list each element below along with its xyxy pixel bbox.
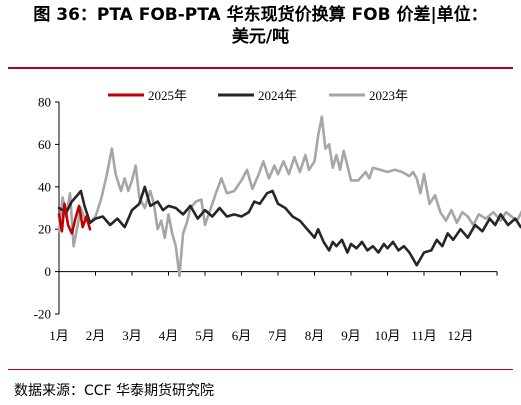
y-tick-label: 40 bbox=[38, 179, 51, 194]
legend-label-2: 2023年 bbox=[369, 88, 408, 103]
chart-title-line-2: 美元/吨 bbox=[231, 27, 290, 47]
y-tick-label: 80 bbox=[38, 95, 51, 110]
legend-label-1: 2024年 bbox=[258, 88, 297, 103]
x-tick-label: 3月 bbox=[122, 328, 142, 343]
footer-divider bbox=[8, 369, 513, 370]
legend-label-0: 2025年 bbox=[148, 88, 187, 103]
x-tick-label: 5月 bbox=[195, 328, 215, 343]
y-tick-label: -20 bbox=[34, 307, 51, 322]
chart-title: 图 36：PTA FOB-PTA 华东现货价换算 FOB 价差|单位： 美元/吨 bbox=[0, 4, 521, 48]
chart-series bbox=[57, 115, 521, 278]
x-tick-label: 1月 bbox=[49, 328, 69, 343]
chart-title-line-1: 图 36：PTA FOB-PTA 华东现货价换算 FOB 价差|单位： bbox=[33, 5, 488, 25]
series-line-0 bbox=[57, 202, 92, 235]
x-tick-label: 11月 bbox=[411, 328, 437, 343]
x-tick-label: 2月 bbox=[86, 328, 106, 343]
series-line-2 bbox=[57, 115, 521, 278]
x-tick-label: 7月 bbox=[268, 328, 288, 343]
x-tick-label: 10月 bbox=[374, 328, 400, 343]
x-tick-label: 6月 bbox=[232, 328, 252, 343]
x-tick-label: 9月 bbox=[341, 328, 361, 343]
y-tick-label: 60 bbox=[38, 137, 51, 152]
x-tick-label: 12月 bbox=[447, 328, 473, 343]
title-divider bbox=[8, 67, 513, 69]
x-tick-label: 4月 bbox=[159, 328, 179, 343]
y-tick-label: 0 bbox=[45, 264, 52, 279]
data-source-note: 数据来源：CCF 华泰期货研究院 bbox=[14, 383, 215, 399]
x-tick-label: 8月 bbox=[305, 328, 325, 343]
series-line-1 bbox=[57, 185, 521, 267]
chart-axes: 80 60 40 20 0 -20 1月 2月 3月 4月 5月 6月 7月 8月 9月 10月 11月 12月 bbox=[34, 95, 498, 343]
chart-legend: 2025年 2024年 2023年 bbox=[108, 88, 408, 103]
y-tick-label: 20 bbox=[38, 222, 51, 237]
